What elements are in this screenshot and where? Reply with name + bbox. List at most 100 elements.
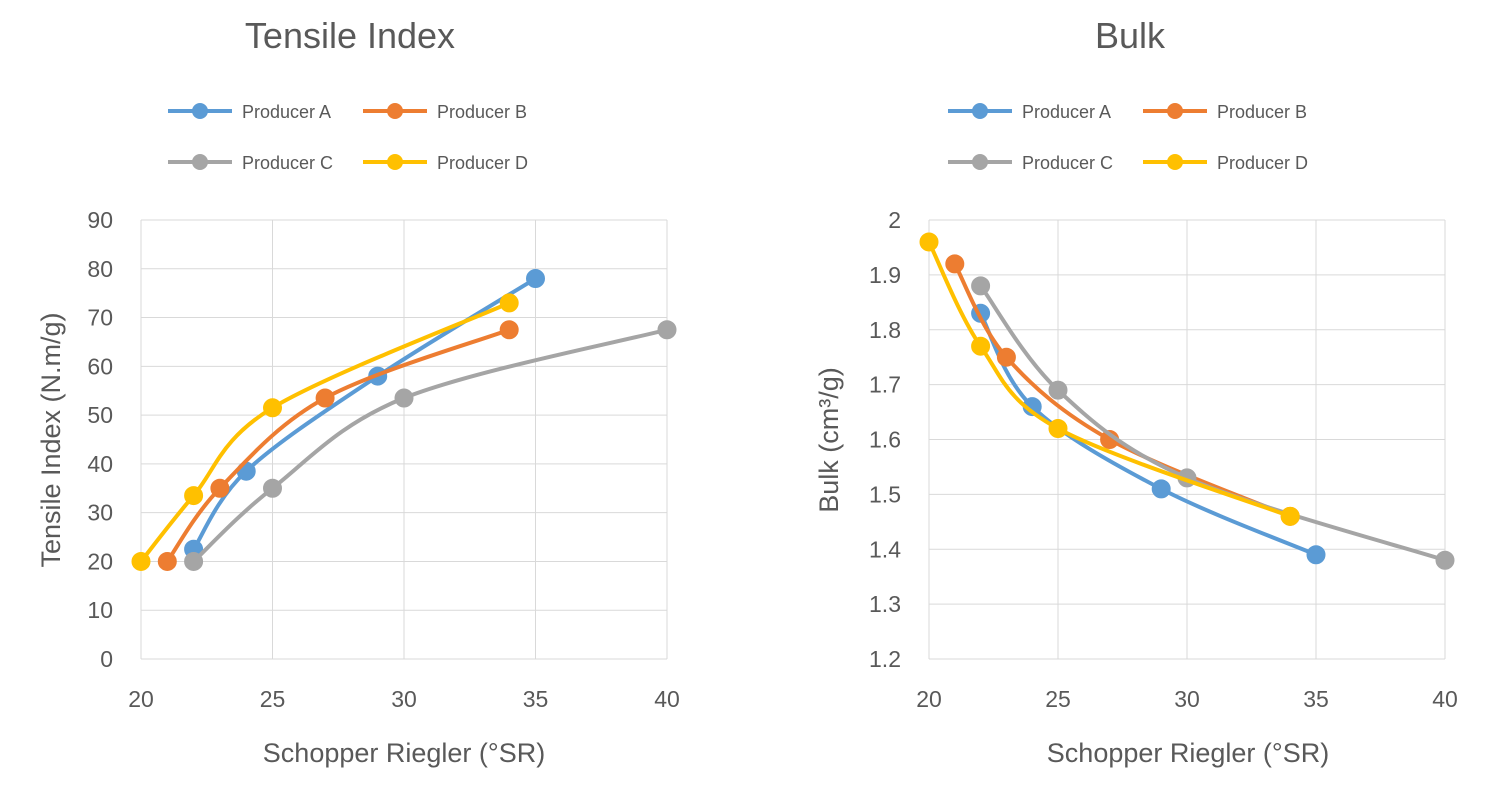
x-tick-label: 30 bbox=[1174, 686, 1200, 712]
legend-label: Producer A bbox=[242, 102, 331, 122]
data-point bbox=[499, 293, 519, 313]
legend-marker bbox=[192, 154, 208, 170]
data-point bbox=[131, 551, 151, 571]
y-tick-label: 1.8 bbox=[869, 317, 901, 343]
y-tick-label: 50 bbox=[87, 402, 113, 428]
series-line bbox=[165, 327, 512, 564]
tick-labels: 1.2 1.3 1.4 1.5 1.6 1.7 1.8 1.9 2 20 25 30 35 40 bbox=[869, 207, 1458, 712]
y-tick-label: 80 bbox=[87, 256, 113, 282]
y-tick-label: 1.4 bbox=[869, 536, 901, 562]
legend-item: Producer B bbox=[363, 102, 527, 122]
data-point bbox=[657, 320, 677, 340]
legend: Producer A Producer B Producer C Producer D bbox=[948, 102, 1308, 173]
legend-marker bbox=[387, 103, 403, 119]
y-tick-label: 1.3 bbox=[869, 591, 901, 617]
data-point bbox=[1151, 479, 1171, 499]
legend-label: Producer C bbox=[242, 153, 333, 173]
y-tick-label: 10 bbox=[87, 597, 113, 623]
data-point bbox=[263, 398, 282, 418]
y-tick-label: 60 bbox=[87, 353, 113, 379]
data-point bbox=[526, 269, 545, 289]
x-tick-label: 20 bbox=[128, 686, 154, 712]
y-tick-label: 20 bbox=[87, 548, 113, 574]
data-point bbox=[1280, 506, 1300, 526]
series-line bbox=[952, 261, 1293, 519]
data-point bbox=[157, 551, 177, 571]
legend-marker bbox=[972, 154, 988, 170]
y-tick-label: 70 bbox=[87, 305, 113, 331]
x-tick-label: 40 bbox=[1432, 686, 1458, 712]
x-tick-label: 25 bbox=[1045, 686, 1071, 712]
series-layer bbox=[131, 269, 677, 571]
legend-item: Producer D bbox=[1143, 153, 1308, 173]
y-tick-label: 30 bbox=[87, 500, 113, 526]
y-tick-label: 1.2 bbox=[869, 646, 901, 672]
data-point bbox=[1048, 380, 1068, 400]
x-tick-label: 40 bbox=[654, 686, 680, 712]
data-point bbox=[971, 336, 991, 356]
series-line bbox=[978, 311, 1318, 557]
tick-labels: 0 10 20 30 40 50 60 70 80 90 20 25 30 35 40 bbox=[87, 207, 679, 712]
legend-item: Producer C bbox=[948, 153, 1113, 173]
legend-item: Producer A bbox=[948, 102, 1111, 122]
legend-label: Producer B bbox=[437, 102, 527, 122]
x-tick-label: 35 bbox=[1303, 686, 1329, 712]
data-point bbox=[184, 486, 204, 506]
y-axis-title: Tensile Index (N.m/g) bbox=[36, 312, 66, 567]
series-line bbox=[191, 327, 669, 564]
grid bbox=[928, 219, 1446, 660]
y-tick-label: 1.7 bbox=[869, 372, 901, 398]
legend-item: Producer B bbox=[1143, 102, 1307, 122]
data-point bbox=[394, 388, 414, 408]
series-layer bbox=[919, 232, 1455, 570]
data-point bbox=[919, 232, 939, 252]
legend-item: Producer C bbox=[168, 153, 333, 173]
legend-item: Producer A bbox=[168, 102, 331, 122]
data-point bbox=[1435, 550, 1455, 570]
x-tick-label: 20 bbox=[916, 686, 942, 712]
legend-label: Producer D bbox=[1217, 153, 1308, 173]
bulk-chart: Bulk 1.2 1.3 1.4 1.5 1.6 1.7 1.8 1.9 2 20 25 30 35 40… bbox=[814, 15, 1458, 768]
chart-title: Bulk bbox=[1095, 15, 1166, 56]
series-line bbox=[191, 276, 538, 552]
legend-label: Producer C bbox=[1022, 153, 1113, 173]
data-point bbox=[263, 478, 282, 498]
legend-marker bbox=[1167, 154, 1183, 170]
legend-marker bbox=[972, 103, 988, 119]
y-tick-label: 1.6 bbox=[869, 427, 901, 453]
legend-item: Producer D bbox=[363, 153, 528, 173]
y-tick-label: 0 bbox=[100, 646, 113, 672]
legend-label: Producer D bbox=[437, 153, 528, 173]
legend-marker bbox=[387, 154, 403, 170]
x-axis-title: Schopper Riegler (°SR) bbox=[1047, 738, 1329, 768]
y-tick-label: 40 bbox=[87, 451, 113, 477]
series-line bbox=[978, 283, 1447, 563]
chart-title: Tensile Index bbox=[245, 15, 455, 56]
data-point bbox=[499, 320, 519, 340]
x-tick-label: 30 bbox=[391, 686, 417, 712]
data-point bbox=[945, 254, 965, 274]
data-point bbox=[184, 551, 204, 571]
y-axis-title: Bulk (cm³/g) bbox=[814, 367, 844, 513]
y-tick-label: 1.5 bbox=[869, 481, 901, 507]
y-tick-label: 2 bbox=[888, 207, 901, 233]
data-point bbox=[1048, 419, 1068, 439]
data-point bbox=[971, 276, 991, 296]
tensile-index-chart: Tensile Index 0 10 20 30 40 50 60 70 80 90 20 25 30 3… bbox=[36, 15, 680, 768]
grid bbox=[140, 219, 668, 660]
data-point bbox=[315, 388, 335, 408]
x-tick-label: 25 bbox=[260, 686, 286, 712]
data-point bbox=[1306, 545, 1326, 565]
legend-label: Producer B bbox=[1217, 102, 1307, 122]
legend-marker bbox=[1167, 103, 1183, 119]
y-tick-label: 90 bbox=[87, 207, 113, 233]
x-axis-title: Schopper Riegler (°SR) bbox=[263, 738, 545, 768]
data-point bbox=[210, 478, 230, 498]
series-line bbox=[927, 239, 1293, 519]
series-line bbox=[139, 300, 512, 564]
legend-marker bbox=[192, 103, 208, 119]
y-tick-label: 1.9 bbox=[869, 262, 901, 288]
x-tick-label: 35 bbox=[523, 686, 549, 712]
legend-label: Producer A bbox=[1022, 102, 1111, 122]
